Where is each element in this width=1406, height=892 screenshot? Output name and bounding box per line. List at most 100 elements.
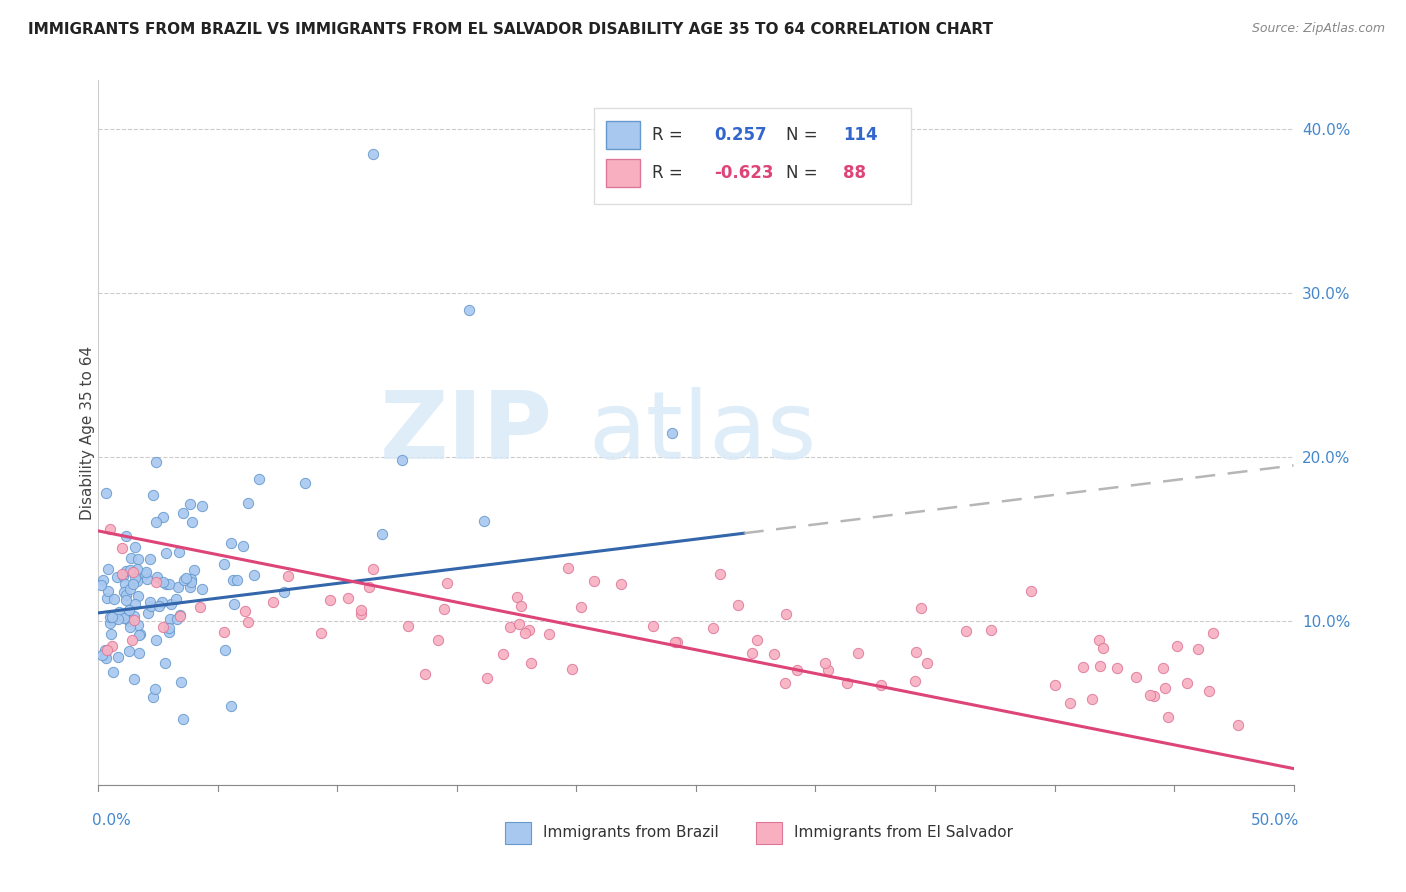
Point (138, 606, 160, 620)
Point (238, 615, 260, 629)
Point (294, 475, 316, 490)
Point (980, 623, 1002, 637)
Point (1226, 718, 1249, 732)
Point (870, 678, 893, 692)
Point (1059, 696, 1081, 710)
Point (775, 607, 797, 622)
Point (142, 488, 165, 502)
Point (101, 610, 124, 624)
Point (152, 510, 174, 524)
Point (661, 425, 683, 440)
Text: 50.0%: 50.0% (1251, 814, 1299, 828)
Text: ZIP: ZIP (380, 386, 553, 479)
Point (517, 624, 540, 638)
Text: -0.623: -0.623 (714, 164, 773, 182)
Point (1125, 670, 1147, 684)
Point (128, 627, 150, 641)
Point (665, 635, 688, 649)
Point (763, 648, 786, 662)
Text: 114: 114 (844, 127, 877, 145)
Point (336, 591, 359, 605)
Point (537, 627, 560, 641)
Point (709, 567, 731, 582)
Text: R =: R = (652, 127, 688, 145)
Point (212, 557, 235, 571)
Point (1154, 681, 1177, 696)
Point (101, 639, 124, 653)
Point (124, 540, 146, 554)
Point (117, 644, 139, 658)
Point (94, 650, 117, 665)
Point (557, 561, 579, 575)
Point (122, 673, 145, 687)
Point (904, 645, 927, 659)
Point (1071, 659, 1094, 673)
Point (136, 572, 159, 586)
Point (118, 582, 141, 596)
Point (846, 646, 869, 660)
Point (610, 577, 633, 591)
Point (122, 613, 145, 627)
Point (145, 570, 167, 584)
Point (236, 496, 259, 510)
Point (219, 699, 242, 714)
Point (150, 595, 173, 609)
Point (97, 584, 120, 599)
Point (135, 566, 157, 580)
Text: R =: R = (652, 164, 688, 182)
Point (145, 574, 167, 589)
Point (152, 574, 174, 589)
Point (172, 713, 194, 727)
Point (122, 577, 145, 591)
Point (188, 600, 211, 615)
Point (814, 656, 837, 670)
Point (311, 625, 333, 640)
Point (159, 597, 181, 611)
Point (1139, 688, 1161, 702)
Text: IMMIGRANTS FROM BRAZIL VS IMMIGRANTS FROM EL SALVADOR DISABILITY AGE 35 TO 64 CO: IMMIGRANTS FROM BRAZIL VS IMMIGRANTS FRO… (28, 22, 993, 37)
Point (727, 599, 749, 613)
Point (103, 591, 125, 606)
Point (786, 664, 808, 678)
Text: N =: N = (786, 164, 823, 182)
Point (190, 582, 212, 597)
Point (148, 599, 170, 614)
Point (169, 607, 191, 622)
Point (915, 656, 938, 670)
Point (180, 572, 202, 586)
Point (427, 633, 450, 648)
Point (499, 620, 522, 634)
Point (111, 566, 134, 581)
Point (157, 625, 180, 640)
Point (413, 667, 436, 681)
Point (242, 568, 264, 582)
Point (159, 612, 181, 626)
Point (165, 592, 187, 607)
Point (101, 613, 124, 627)
Point (145, 516, 167, 530)
Point (491, 648, 513, 662)
Bar (756, 822, 782, 844)
Point (167, 545, 190, 559)
Point (273, 585, 295, 599)
Point (363, 147, 385, 161)
Point (145, 632, 167, 647)
Point (510, 599, 533, 614)
Point (153, 656, 176, 670)
Point (114, 564, 136, 578)
Point (180, 574, 202, 589)
Point (179, 497, 201, 511)
Point (96, 591, 118, 605)
Point (94, 648, 117, 662)
Point (127, 618, 149, 632)
Point (436, 576, 458, 591)
Point (225, 573, 247, 587)
Point (145, 454, 167, 468)
Point (127, 562, 149, 576)
Point (128, 646, 150, 660)
Point (170, 675, 193, 690)
Point (1090, 659, 1112, 673)
Point (98, 522, 121, 536)
Text: N =: N = (786, 127, 823, 145)
Point (124, 571, 146, 585)
